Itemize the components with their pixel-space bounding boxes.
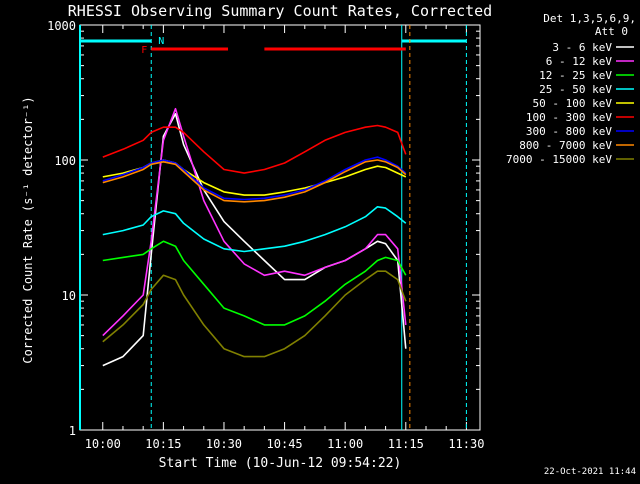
x-tick-label: 10:45 xyxy=(267,437,303,451)
series-line-2 xyxy=(102,240,407,326)
observing-flags: FN xyxy=(79,25,467,430)
legend-label: 800 - 7000 keV xyxy=(519,139,612,152)
chart-title: RHESSI Observing Summary Count Rates, Co… xyxy=(68,2,492,20)
x-tick-label: 10:15 xyxy=(145,437,181,451)
flare-flag-label: F xyxy=(141,45,147,56)
legend-label: 6 - 12 keV xyxy=(546,55,613,68)
x-tick-label: 10:00 xyxy=(85,437,121,451)
series-line-3 xyxy=(102,206,407,253)
y-axis-label: Corrected Count Rate (s⁻¹ detector⁻¹) xyxy=(21,96,35,363)
series-lines xyxy=(102,107,407,367)
legend-header-detectors: Det 1,3,5,6,9, xyxy=(543,12,636,25)
y-tick-label: 1000 xyxy=(47,19,76,33)
legend-header-attenuator: Att 0 xyxy=(595,25,628,38)
legend-label: 7000 - 15000 keV xyxy=(506,153,612,166)
night-flag-label: N xyxy=(158,36,164,47)
series-line-1 xyxy=(102,107,407,337)
y-tick-label: 1 xyxy=(69,424,76,438)
x-tick-label: 11:15 xyxy=(388,437,424,451)
timestamp: 22-Oct-2021 11:44 xyxy=(544,467,636,477)
legend-label: 300 - 800 keV xyxy=(526,125,612,138)
legend-label: 3 - 6 keV xyxy=(552,41,612,54)
series-line-0 xyxy=(102,113,407,367)
x-tick-label: 11:00 xyxy=(327,437,363,451)
x-axis: 10:00 10:15 10:30 10:45 11:00 11:15 11:30 xyxy=(85,25,484,451)
legend-label: 12 - 25 keV xyxy=(539,69,612,82)
series-line-6 xyxy=(102,156,407,201)
series-line-7 xyxy=(102,159,407,203)
legend-label: 100 - 300 keV xyxy=(526,111,612,124)
x-axis-label: Start Time (10-Jun-12 09:54:22) xyxy=(159,456,402,471)
legend-label: 50 - 100 keV xyxy=(533,97,613,110)
x-tick-label: 11:30 xyxy=(448,437,484,451)
plot-frame xyxy=(79,24,481,431)
y-tick-label: 10 xyxy=(62,289,76,303)
series-line-5 xyxy=(102,124,407,174)
y-tick-label: 100 xyxy=(54,154,76,168)
legend-label: 25 - 50 keV xyxy=(539,83,612,96)
series-line-8 xyxy=(102,270,407,358)
y-axis: 1 10 100 1000 xyxy=(47,19,480,438)
x-tick-label: 10:30 xyxy=(206,437,242,451)
